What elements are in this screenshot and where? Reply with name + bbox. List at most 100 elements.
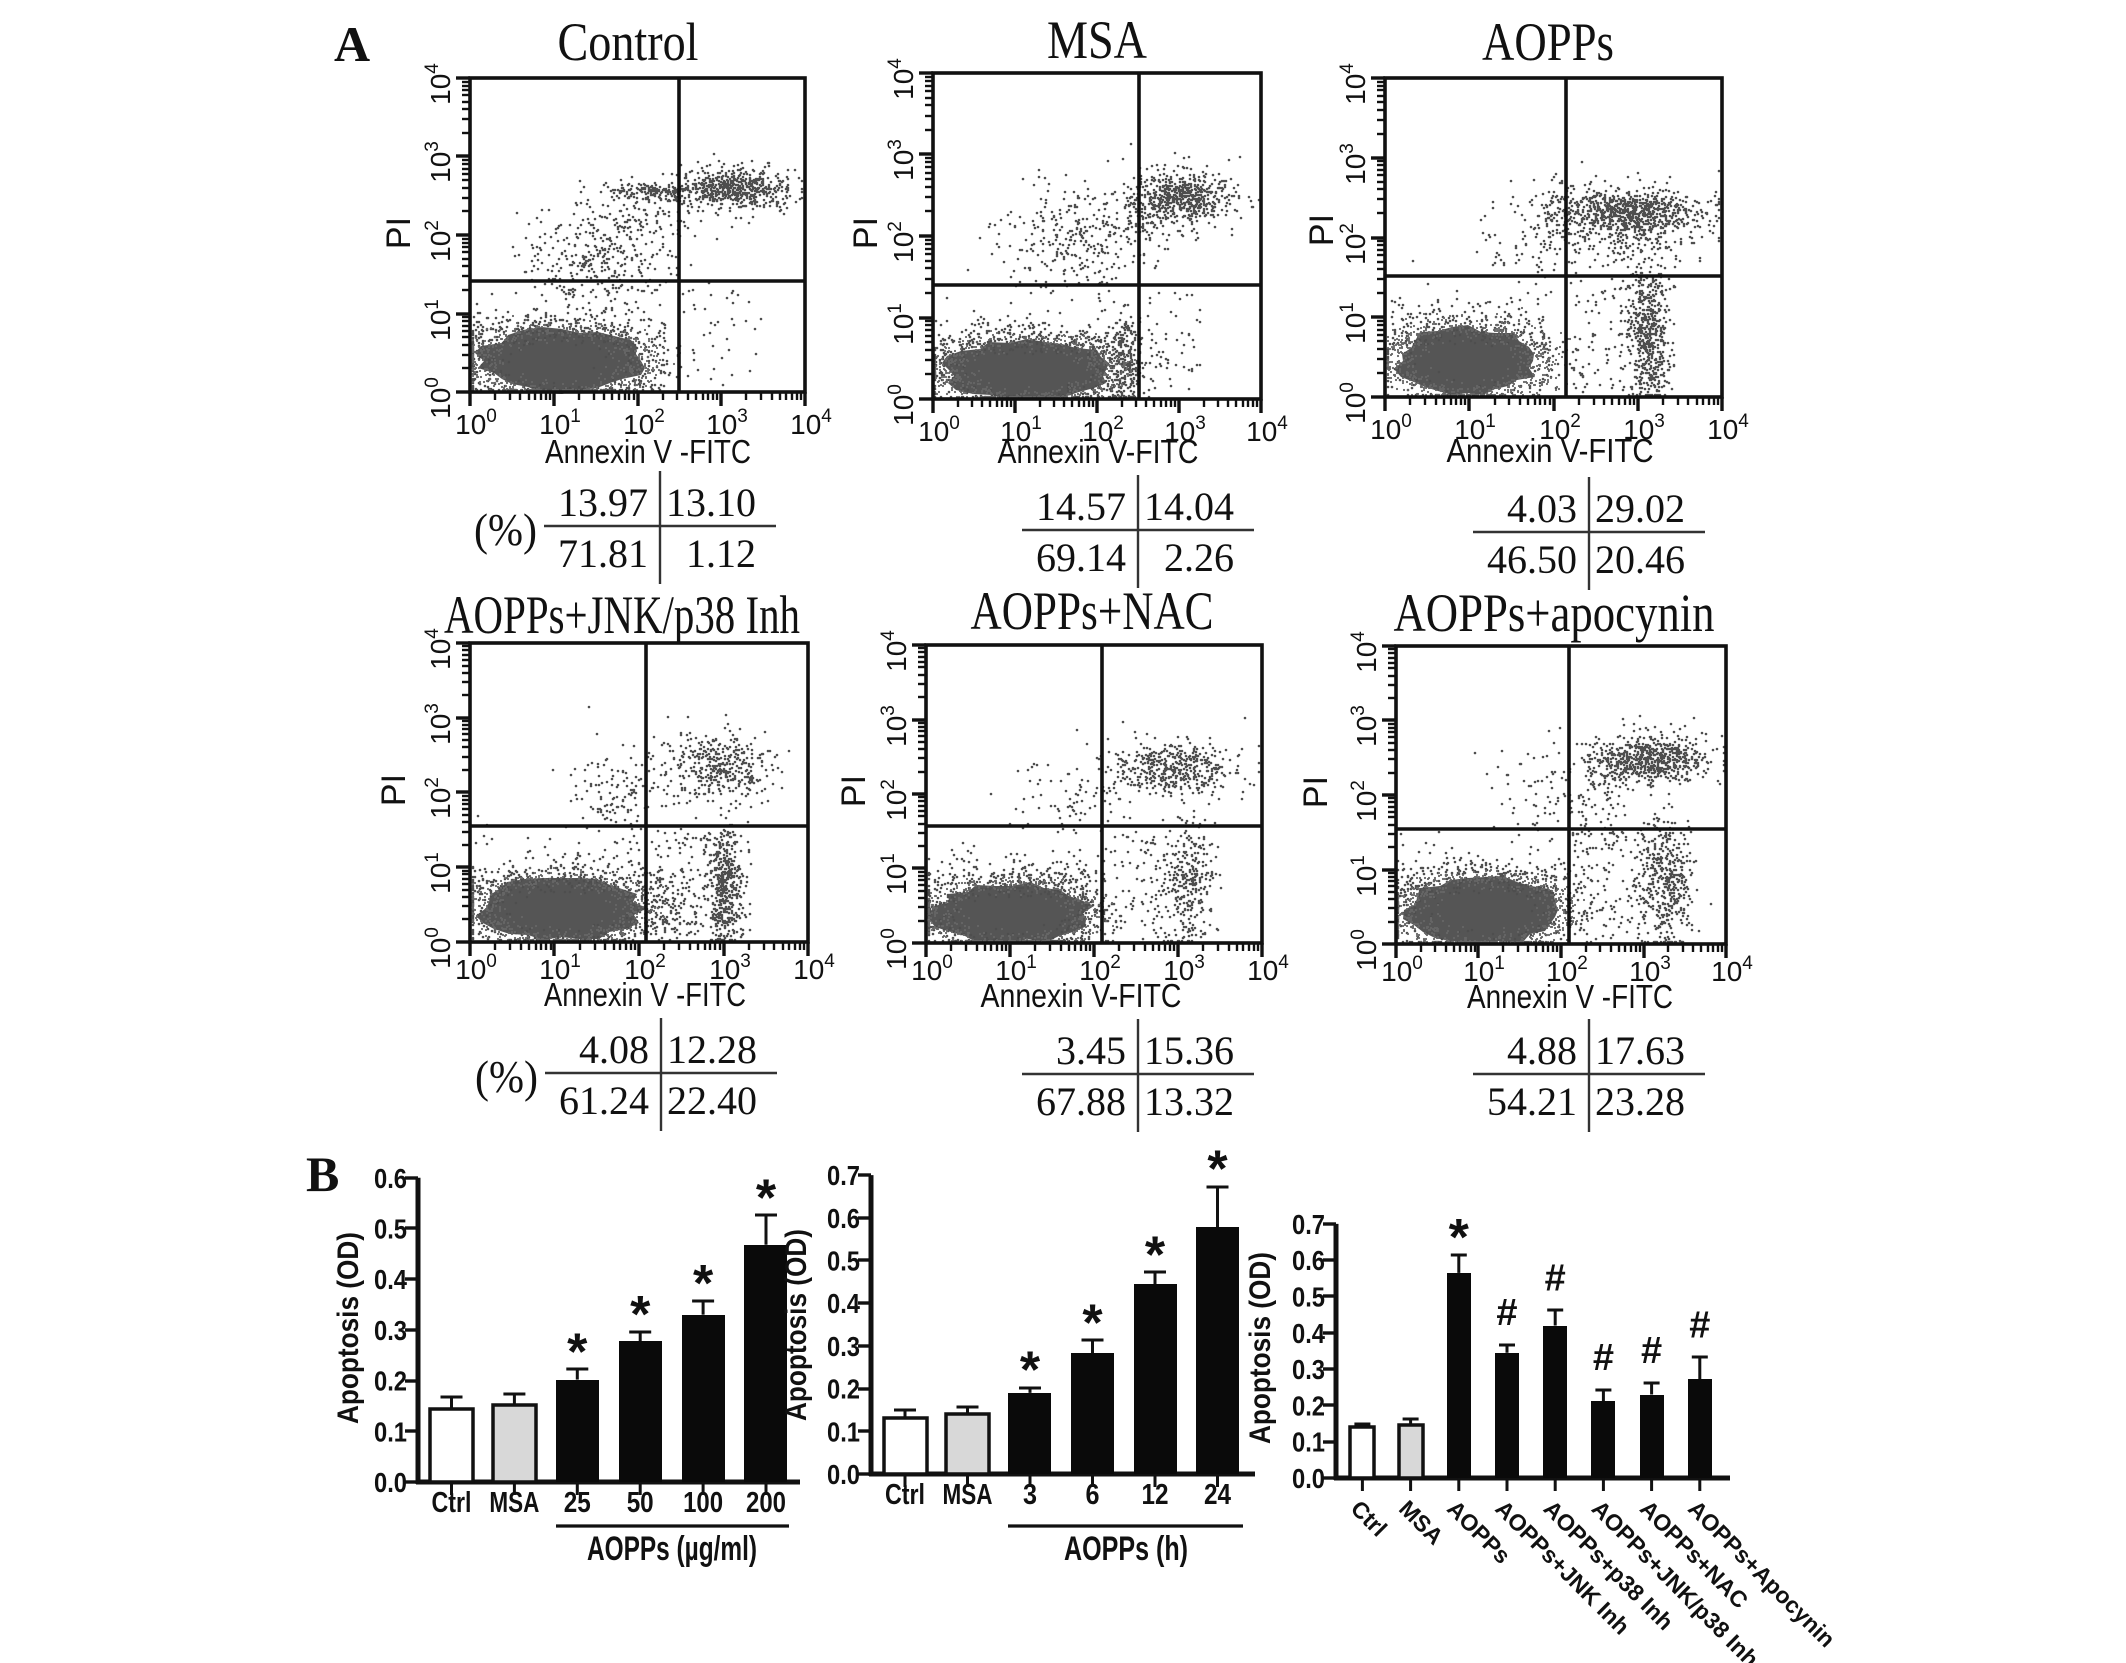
- svg-text:61.24: 61.24: [559, 1078, 649, 1123]
- svg-text:(%): (%): [474, 504, 537, 555]
- svg-text:*: *: [1207, 1141, 1228, 1199]
- svg-text:3: 3: [1023, 1479, 1037, 1511]
- svg-text:Annexin V -FITC: Annexin V -FITC: [545, 433, 751, 470]
- svg-text:3.45: 3.45: [1056, 1028, 1126, 1073]
- svg-text:4.08: 4.08: [579, 1027, 649, 1072]
- svg-text:0.3: 0.3: [374, 1315, 407, 1346]
- svg-text:MSA: MSA: [943, 1479, 993, 1511]
- svg-text:MSA: MSA: [489, 1487, 539, 1519]
- svg-text:#: #: [1641, 1330, 1662, 1372]
- svg-text:0.5: 0.5: [827, 1246, 860, 1277]
- svg-text:103: 103: [878, 705, 912, 747]
- svg-text:Annexin V -FITC: Annexin V -FITC: [544, 976, 746, 1013]
- svg-text:103: 103: [1337, 143, 1371, 185]
- svg-text:29.02: 29.02: [1595, 486, 1685, 531]
- svg-text:0.6: 0.6: [1292, 1245, 1325, 1276]
- svg-text:100: 100: [878, 928, 912, 970]
- svg-text:0.2: 0.2: [374, 1366, 407, 1397]
- svg-text:54.21: 54.21: [1487, 1079, 1577, 1124]
- svg-text:23.28: 23.28: [1595, 1079, 1685, 1124]
- svg-text:0.2: 0.2: [1292, 1390, 1325, 1421]
- svg-text:#: #: [1545, 1257, 1566, 1299]
- svg-text:Apoptosis (OD): Apoptosis (OD): [1244, 1252, 1277, 1444]
- svg-text:PI: PI: [847, 217, 885, 249]
- svg-text:17.63: 17.63: [1595, 1028, 1685, 1073]
- svg-text:PI: PI: [1297, 776, 1335, 808]
- svg-text:0.0: 0.0: [827, 1459, 860, 1490]
- svg-text:15.36: 15.36: [1144, 1028, 1234, 1073]
- svg-text:PI: PI: [375, 774, 413, 806]
- svg-text:0.0: 0.0: [1292, 1463, 1325, 1494]
- svg-text:0.7: 0.7: [827, 1160, 860, 1191]
- svg-text:0.2: 0.2: [827, 1374, 860, 1405]
- svg-text:71.81: 71.81: [558, 531, 648, 576]
- svg-text:4.88: 4.88: [1507, 1028, 1577, 1073]
- svg-text:0.0: 0.0: [374, 1467, 407, 1498]
- svg-text:Annexin V-FITC: Annexin V-FITC: [998, 433, 1199, 470]
- svg-text:Annexin V-FITC: Annexin V-FITC: [981, 977, 1182, 1014]
- svg-text:0.1: 0.1: [1292, 1427, 1325, 1458]
- svg-text:0.4: 0.4: [374, 1264, 407, 1295]
- svg-text:PI: PI: [835, 775, 873, 807]
- svg-text:13.97: 13.97: [558, 480, 648, 525]
- svg-text:0.4: 0.4: [1292, 1318, 1325, 1349]
- svg-text:102: 102: [422, 777, 456, 819]
- svg-text:1.12: 1.12: [686, 531, 756, 576]
- svg-text:#: #: [1689, 1304, 1710, 1346]
- svg-text:69.14: 69.14: [1036, 535, 1126, 580]
- svg-text:24: 24: [1204, 1479, 1231, 1511]
- svg-text:25: 25: [564, 1487, 591, 1519]
- svg-text:PI: PI: [1303, 214, 1341, 246]
- svg-text:0.3: 0.3: [1292, 1354, 1325, 1385]
- svg-text:Annexin V -FITC: Annexin V -FITC: [1467, 978, 1673, 1015]
- svg-text:*: *: [693, 1255, 714, 1313]
- svg-text:4.03: 4.03: [1507, 486, 1577, 531]
- svg-text:(%): (%): [475, 1051, 538, 1102]
- svg-text:MSA: MSA: [1047, 10, 1147, 70]
- svg-text:200: 200: [746, 1487, 786, 1519]
- svg-text:AOPPs (µg/ml): AOPPs (µg/ml): [587, 1530, 757, 1568]
- svg-text:22.40: 22.40: [667, 1078, 757, 1123]
- svg-text:*: *: [756, 1169, 777, 1227]
- svg-text:AOPPs (h): AOPPs (h): [1064, 1530, 1188, 1568]
- svg-text:B: B: [306, 1146, 339, 1202]
- svg-text:20.46: 20.46: [1595, 537, 1685, 582]
- svg-text:0.5: 0.5: [374, 1214, 407, 1245]
- svg-text:Apoptosis (OD): Apoptosis (OD): [332, 1232, 365, 1424]
- svg-text:0.1: 0.1: [827, 1416, 860, 1447]
- svg-text:67.88: 67.88: [1036, 1079, 1126, 1124]
- svg-text:100: 100: [422, 927, 456, 969]
- svg-text:0.1: 0.1: [374, 1416, 407, 1447]
- svg-text:#: #: [1593, 1337, 1614, 1379]
- svg-text:2.26: 2.26: [1164, 535, 1234, 580]
- svg-text:0.7: 0.7: [1292, 1209, 1325, 1240]
- svg-text:13.32: 13.32: [1144, 1079, 1234, 1124]
- svg-text:0.6: 0.6: [374, 1163, 407, 1194]
- svg-text:100: 100: [683, 1487, 723, 1519]
- svg-text:0.3: 0.3: [827, 1331, 860, 1362]
- svg-text:AOPPs+JNK/p38 Inh: AOPPs+JNK/p38 Inh: [444, 585, 800, 645]
- svg-text:*: *: [630, 1286, 651, 1344]
- svg-text:14.57: 14.57: [1036, 484, 1126, 529]
- svg-text:#: #: [1496, 1292, 1517, 1334]
- svg-text:13.10: 13.10: [666, 480, 756, 525]
- svg-text:0.4: 0.4: [827, 1288, 860, 1319]
- svg-text:Ctrl: Ctrl: [885, 1479, 925, 1511]
- svg-text:*: *: [567, 1323, 588, 1381]
- svg-text:Annexin V-FITC: Annexin V-FITC: [1447, 432, 1654, 469]
- svg-text:AOPPs: AOPPs: [1482, 12, 1614, 72]
- svg-text:Control: Control: [558, 12, 699, 72]
- svg-text:0.5: 0.5: [1292, 1282, 1325, 1313]
- svg-text:AOPPs+apocynin: AOPPs+apocynin: [1394, 583, 1715, 643]
- svg-text:*: *: [1020, 1342, 1041, 1400]
- svg-text:*: *: [1082, 1294, 1103, 1352]
- svg-text:14.04: 14.04: [1144, 484, 1234, 529]
- svg-text:50: 50: [627, 1487, 654, 1519]
- svg-text:12.28: 12.28: [667, 1027, 757, 1072]
- svg-text:0.6: 0.6: [827, 1203, 860, 1234]
- svg-text:104: 104: [878, 630, 912, 672]
- svg-text:*: *: [1449, 1209, 1470, 1267]
- svg-text:Ctrl: Ctrl: [432, 1487, 472, 1519]
- svg-text:AOPPs+NAC: AOPPs+NAC: [971, 581, 1214, 641]
- svg-text:104: 104: [1247, 952, 1289, 986]
